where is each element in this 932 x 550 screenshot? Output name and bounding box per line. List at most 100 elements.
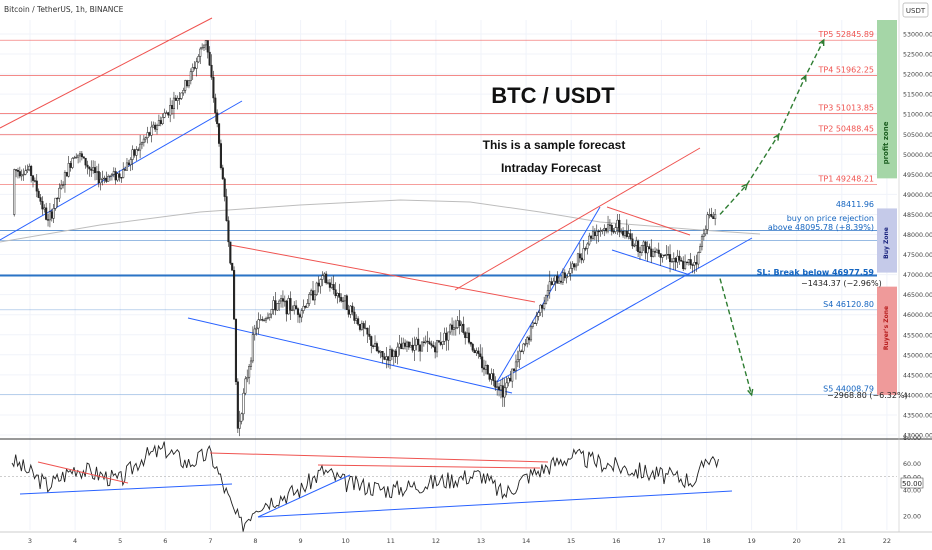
candle-body [135, 149, 138, 156]
candle-body [588, 235, 591, 245]
sl-change-label: −1434.37 (−2.96%) [801, 279, 882, 288]
candle-body [54, 197, 57, 209]
candle-body [712, 216, 715, 219]
candle-body [533, 322, 536, 324]
candle-body [93, 167, 97, 173]
candle-body [413, 344, 416, 351]
candle-body [157, 120, 160, 126]
candle-body [366, 327, 369, 335]
candle-body [642, 241, 645, 246]
candle-body [163, 112, 166, 118]
chart-subtitle: This is a sample forecast [483, 138, 626, 152]
trendline-lower-falling [187, 317, 513, 394]
candle-body [227, 220, 230, 243]
candle-body [261, 319, 264, 321]
candle-body [296, 308, 300, 315]
candle-body [364, 327, 367, 330]
candle-body [281, 298, 284, 302]
candle-body [646, 246, 649, 254]
candle-body [526, 337, 529, 344]
candle-body [187, 80, 191, 87]
candle-body [287, 298, 290, 315]
candle-body [674, 258, 677, 263]
candle-body [31, 175, 35, 181]
candle-body [45, 207, 48, 220]
candle-body [695, 262, 698, 265]
candle-body [629, 233, 632, 240]
candle-body [563, 272, 566, 279]
candle-body [535, 316, 538, 324]
candle-body [340, 297, 343, 302]
candle-body [370, 336, 373, 347]
currency-box[interactable] [902, 2, 929, 18]
candle-body [150, 126, 153, 136]
candle-body [24, 170, 27, 175]
candle-body [78, 153, 82, 156]
price-tick-label: 53000.00 [903, 32, 932, 39]
candle-body [490, 373, 493, 380]
candle-body [293, 305, 296, 311]
candle-body [112, 171, 115, 175]
forecast-up-arrow-head [741, 183, 749, 191]
candle-body [516, 359, 519, 363]
candle-body [605, 228, 608, 232]
candle-body [663, 254, 666, 257]
buy-zone-bar [877, 208, 897, 273]
candle-body [172, 97, 175, 110]
candle-body [95, 171, 98, 173]
candle-body [691, 264, 694, 266]
candle-body [343, 295, 346, 302]
candle-body [317, 282, 320, 287]
candle-body [298, 314, 301, 318]
time-tick-label: 3 [28, 537, 32, 545]
candle-body [631, 238, 634, 247]
candle-body [84, 157, 87, 166]
candle-body [358, 324, 362, 330]
candle-body [238, 420, 241, 429]
candle-body [469, 342, 472, 345]
candle-body [208, 51, 211, 66]
price-tick-label: 44500.00 [903, 372, 932, 379]
candle-body [368, 333, 371, 337]
candle-body [496, 386, 499, 388]
price-tick-label: 47000.00 [903, 272, 932, 279]
candle-body [191, 67, 194, 72]
candle-body [439, 341, 442, 345]
candle-body [80, 153, 83, 158]
candle-body [623, 230, 626, 236]
candle-body [107, 175, 110, 182]
time-tick-label: 7 [208, 537, 212, 545]
candle-body [595, 230, 598, 237]
candle-body [345, 295, 348, 311]
price-tick-label: 52000.00 [903, 72, 932, 79]
candle-body [404, 342, 407, 347]
price-tick-label: 49500.00 [903, 172, 932, 179]
level-s5-label: S5 44008.79 [823, 385, 874, 394]
candle-body [210, 64, 213, 78]
candle-body [702, 233, 705, 237]
time-tick-label: 4 [73, 537, 77, 545]
candle-body [650, 248, 653, 257]
rsi-value-badge [900, 477, 924, 489]
moving-average-line [0, 199, 761, 243]
candle-body [488, 373, 491, 380]
candle-body [678, 255, 681, 261]
candle-body [372, 345, 375, 347]
candle-body [176, 98, 179, 101]
candle-body [610, 224, 613, 232]
candle-body [174, 97, 177, 101]
candle-body [565, 275, 568, 279]
candle-body [633, 245, 636, 247]
candle-body [437, 340, 440, 343]
candle-body [276, 303, 279, 311]
candle-body [689, 259, 692, 266]
rsi-trendline-4 [37, 461, 129, 484]
candle-body [152, 124, 155, 128]
candle-body [148, 132, 151, 136]
candle-body [687, 259, 690, 263]
candle-body [60, 184, 63, 189]
candle-body [39, 197, 42, 202]
candle-body [682, 261, 685, 270]
candle-body [507, 377, 510, 384]
candle-body [445, 332, 448, 341]
